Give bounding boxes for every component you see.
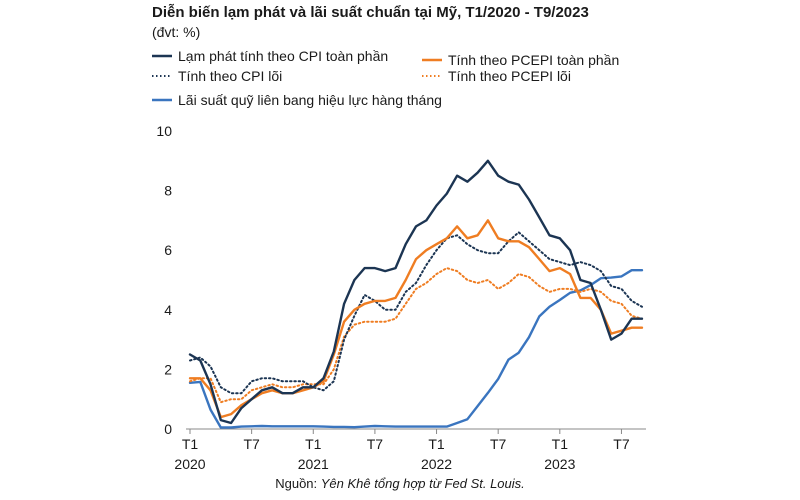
chart-series-lines [188,159,644,429]
x-tick-label: T1 [182,436,199,452]
legend-swatch-fed-funds [152,98,172,102]
x-year-label: 2020 [174,456,205,472]
y-tick-label: 10 [156,123,172,139]
x-year-label: 2022 [421,456,452,472]
x-tick-label: T1 [305,436,322,452]
legend-label-core-cpi: Tính theo CPI lõi [178,68,283,84]
legend-item-pcepi: Tính theo PCEPI toàn phần [422,52,619,68]
x-tick-label: T7 [613,436,630,452]
legend-item-cpi: Lạm phát tính theo CPI toàn phần [152,48,388,64]
legend-item-fed-funds: Lãi suất quỹ liên bang hiệu lực hàng thá… [152,92,442,108]
series-line-3 [189,267,643,404]
y-tick-label: 4 [164,302,172,318]
y-tick-label: 8 [164,183,172,199]
legend-swatch-core-pcepi [422,75,442,77]
x-year-label: 2021 [298,456,329,472]
y-tick-label: 0 [164,421,172,437]
legend-label-pcepi: Tính theo PCEPI toàn phần [448,52,620,68]
legend-label-core-pcepi: Tính theo PCEPI lõi [448,68,571,84]
x-tick-label: T7 [243,436,260,452]
x-year-label: 2023 [544,456,575,472]
chart-source: Nguồn: Yên Khê tổng hợp từ Fed St. Louis… [0,476,800,491]
legend-item-core-pcepi: Tính theo PCEPI lõi [422,68,571,84]
legend-item-core-cpi: Tính theo CPI lõi [152,68,282,84]
y-tick-label: 6 [164,242,172,258]
x-tick-label: T7 [367,436,384,452]
legend-swatch-pcepi [422,58,442,62]
chart-axes: 0 2 4 6 8 10 T1 2020 T7 T1 2021 T7 T1 2022 T7 T1 2023 T7 [156,123,646,472]
series-line-2 [188,219,644,419]
legend-swatch-cpi [152,54,172,58]
series-line-1 [189,231,643,395]
series-line-4 [188,269,644,429]
legend-label-cpi: Lạm phát tính theo CPI toàn phần [178,48,389,64]
source-text: Yên Khê tổng hợp từ Fed St. Louis. [320,476,525,491]
y-tick-label: 2 [164,361,172,377]
legend-label-fed-funds: Lãi suất quỹ liên bang hiệu lực hàng thá… [178,92,442,108]
legend-swatch-core-cpi [152,75,172,77]
source-prefix: Nguồn: [275,476,321,491]
x-tick-label: T1 [552,436,569,452]
x-tick-label: T7 [490,436,507,452]
chart-unit: (đvt: %) [152,24,201,40]
series-line-0 [188,159,644,425]
chart-title: Diễn biến lạm phát và lãi suất chuẩn tại… [152,4,589,21]
x-tick-label: T1 [428,436,445,452]
